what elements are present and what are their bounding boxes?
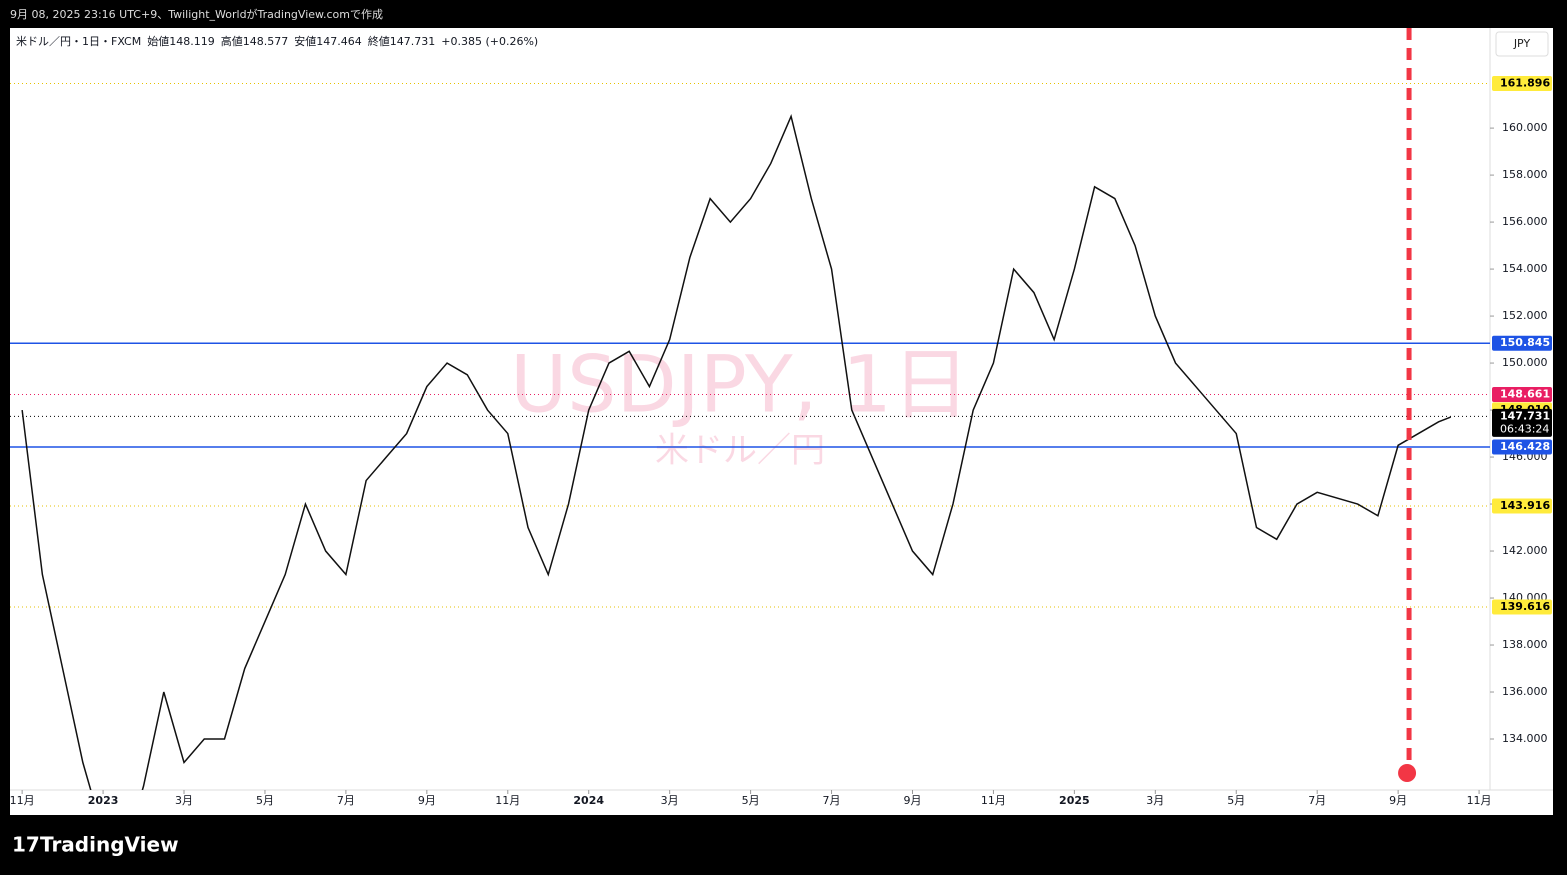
y-tick-label: 134.000 [1502, 732, 1548, 745]
legend-item: 終値147.731 [368, 34, 436, 48]
price-label: 139.616 [1500, 600, 1550, 613]
price-label-bg [1492, 599, 1552, 615]
price-label-bg [1492, 498, 1552, 514]
price-label-bg [1492, 387, 1552, 403]
x-tick-label: 7月 [1308, 794, 1326, 807]
y-tick-label: 156.000 [1502, 215, 1548, 228]
plot [10, 83, 1490, 790]
x-tick-label: 3月 [175, 794, 193, 807]
x-tick-label: 7月 [823, 794, 841, 807]
price-label-bg [1492, 408, 1552, 437]
legend-item: 米ドル／円・1日・FXCM [16, 35, 141, 48]
y-tick-label: 142.000 [1502, 544, 1548, 557]
y-tick-label: 158.000 [1502, 168, 1548, 181]
price-label: 161.896 [1500, 77, 1550, 90]
y-tick-label: 152.000 [1502, 309, 1548, 322]
y-tick-label: 150.000 [1502, 356, 1548, 369]
x-tick-label: 2024 [573, 794, 604, 807]
price-line [21, 113, 1452, 790]
x-tick-label: 9月 [903, 794, 921, 807]
x-tick-label: 11月 [1467, 794, 1492, 807]
x-tick-label: 5月 [256, 794, 274, 807]
y-tick-label: 138.000 [1502, 638, 1548, 651]
x-tick-label: 2025 [1059, 794, 1090, 807]
legend-item: 高値148.577 [221, 34, 289, 48]
y-tick-label: 136.000 [1502, 685, 1548, 698]
footer-icon: 17 [12, 833, 40, 857]
footer-logo: TradingView [40, 833, 179, 857]
price-label: 150.845 [1500, 336, 1550, 349]
currency[interactable]: JPY [1513, 37, 1531, 50]
y-tick-label: 160.000 [1502, 121, 1548, 134]
x-tick-label: 9月 [418, 794, 436, 807]
x-tick-label: 9月 [1389, 794, 1407, 807]
x-tick-label: 3月 [1146, 794, 1164, 807]
x-tick-label: 7月 [337, 794, 355, 807]
price-label-bg [1492, 76, 1552, 92]
x-tick-label: 11月 [981, 794, 1006, 807]
x-tick-label: 5月 [742, 794, 760, 807]
price-label: 146.428 [1500, 440, 1550, 453]
price-label: 143.916 [1500, 499, 1550, 512]
chart-background [10, 28, 1553, 815]
legend-item: 始値148.119 [147, 34, 215, 48]
currency-button[interactable] [1495, 31, 1549, 57]
price-label: 147.731 [1500, 409, 1550, 422]
flag-icon [1398, 764, 1417, 782]
price-label-bg [1492, 439, 1552, 455]
countdown: 06:43:24 [1500, 422, 1549, 435]
legend-item: 安値147.464 [294, 34, 362, 48]
watermark: USDJPY, 1日 [510, 340, 970, 430]
header: 9月 08, 2025 23:16 UTC+9、Twilight_WorldがT… [10, 8, 383, 21]
x-tick-label: 2023 [88, 794, 119, 807]
x-tick-label: 5月 [1227, 794, 1245, 807]
x-tick-label: 11月 [10, 794, 35, 807]
x-tick-label: 11月 [495, 794, 520, 807]
x-tick-label: 3月 [661, 794, 679, 807]
legend-item: +0.385 (+0.26%) [441, 35, 538, 48]
price-label: 148.661 [1500, 388, 1550, 401]
price-label-bg [1492, 335, 1552, 351]
watermark-sub: 米ドル／円 [655, 431, 825, 471]
y-tick-label: 154.000 [1502, 262, 1548, 275]
